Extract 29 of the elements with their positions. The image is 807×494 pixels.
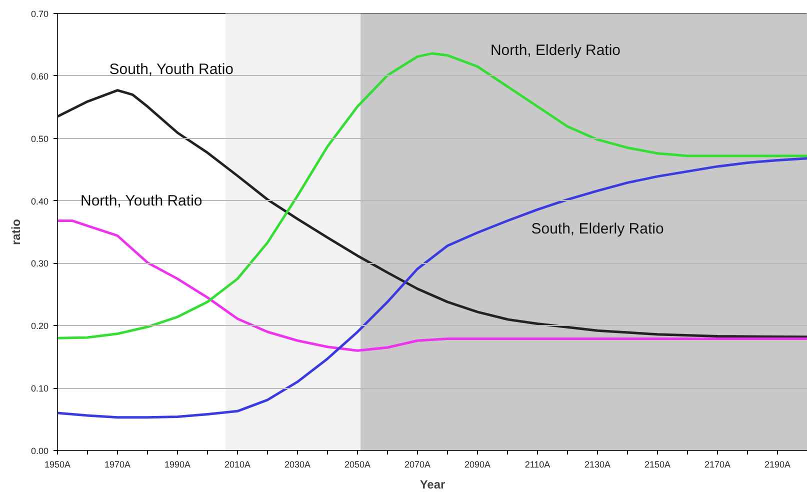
y-tick-label: 0.60 (30, 71, 49, 82)
x-tick-label: 1970A (104, 460, 131, 470)
x-tick-label: 1950A (44, 460, 71, 470)
y-tick-label: 0.30 (30, 258, 49, 269)
x-axis-title: Year (420, 478, 446, 492)
x-tick-label: 2170A (704, 460, 731, 470)
x-tick-label: 2030A (284, 460, 311, 470)
series-label: North, Youth Ratio (80, 192, 202, 210)
series-label: South, Youth Ratio (109, 60, 234, 78)
x-tick-label: 2010A (224, 460, 251, 470)
y-tick-label: 0.20 (30, 321, 49, 332)
y-tick-label: 0.00 (30, 446, 49, 456)
x-tick-label: 2110A (524, 460, 550, 470)
y-tick-label: 0.10 (30, 384, 49, 394)
line-series (58, 220, 807, 352)
y-axis-title: ratio (8, 218, 23, 245)
series-label: South, Elderly Ratio (531, 220, 664, 238)
x-tick-label: 2190A (764, 460, 791, 470)
line-series (58, 157, 807, 419)
x-tick-label: 2090A (464, 460, 491, 470)
y-tick-label: 0.50 (30, 134, 49, 144)
y-tick-label: 0.40 (30, 196, 49, 206)
series-label: North, Elderly Ratio (490, 42, 621, 59)
x-tick-label: 2070A (404, 460, 431, 470)
x-tick-label: 1990A (164, 460, 191, 470)
x-tick-label: 2050A (344, 460, 371, 470)
y-tick-label: 0.70 (30, 9, 49, 19)
x-tick-label: 2150A (644, 460, 671, 470)
x-tick-label: 2130A (584, 460, 611, 470)
